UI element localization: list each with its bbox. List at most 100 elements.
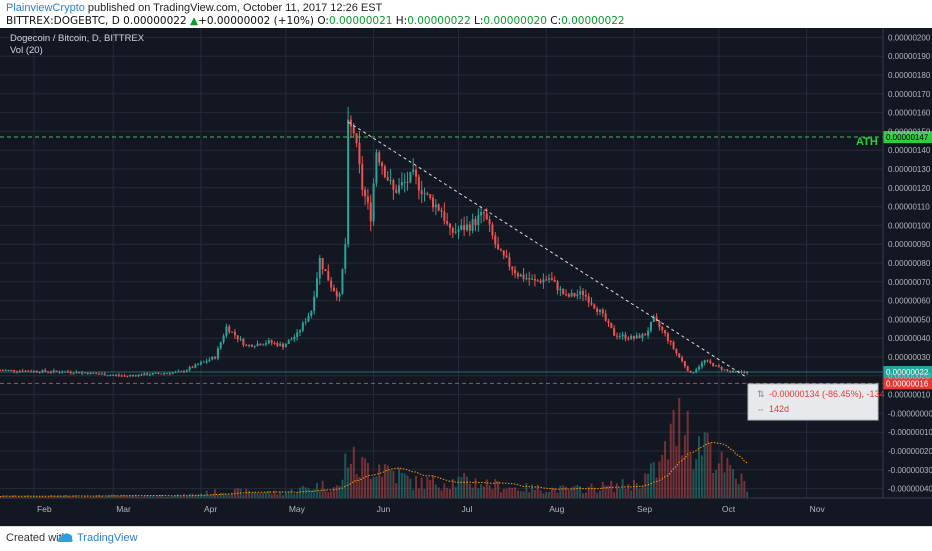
volume-bar bbox=[103, 496, 106, 498]
candle-body bbox=[324, 269, 327, 272]
volume-bar bbox=[81, 496, 84, 498]
candle-body bbox=[32, 370, 35, 372]
candle-body bbox=[567, 294, 570, 297]
volume-bar bbox=[576, 484, 579, 498]
volume-bar bbox=[655, 477, 658, 498]
volume-bar bbox=[454, 486, 457, 498]
candle-body bbox=[154, 372, 157, 374]
candle-body bbox=[250, 344, 253, 347]
candle-body bbox=[621, 334, 624, 337]
volume-bar bbox=[256, 493, 259, 498]
candle-body bbox=[202, 361, 205, 363]
candle-body bbox=[327, 271, 330, 281]
volume-bar bbox=[318, 490, 321, 498]
chart-area[interactable]: ATH 0.00000147 0.00000016 0.00000022 0.0000… bbox=[0, 28, 932, 526]
candle-body bbox=[511, 266, 514, 270]
candle-body bbox=[440, 210, 443, 212]
candle-body bbox=[163, 373, 166, 375]
volume-bar bbox=[47, 496, 50, 498]
volume-bar bbox=[225, 494, 228, 498]
volume-bar bbox=[398, 467, 401, 498]
volume-bar bbox=[86, 496, 89, 498]
volume-bar bbox=[115, 495, 118, 498]
candle-body bbox=[219, 342, 222, 349]
tradingview-brand[interactable]: TradingView bbox=[77, 532, 138, 544]
volume-bar bbox=[315, 482, 318, 498]
ath-price-tag bbox=[883, 131, 932, 144]
candle-body bbox=[465, 224, 468, 231]
volume-bar bbox=[661, 454, 664, 498]
candle-body bbox=[729, 370, 732, 373]
candle-body bbox=[355, 133, 358, 144]
candle-body bbox=[596, 308, 599, 312]
candles bbox=[0, 106, 749, 378]
candle-body bbox=[349, 119, 352, 127]
tradingview-logo-icon[interactable] bbox=[56, 531, 74, 545]
candle-body bbox=[123, 375, 126, 377]
time-axis[interactable]: Feb Mar Apr May Jun Jul Aug Sep Oct Nov bbox=[37, 504, 825, 514]
volume-bar bbox=[553, 487, 556, 498]
candle-body bbox=[644, 333, 647, 336]
volume-bar bbox=[533, 489, 536, 498]
candle-body bbox=[332, 287, 335, 292]
author-link[interactable]: PlainviewCrypto bbox=[6, 2, 85, 14]
measure-line2: 142d bbox=[769, 404, 789, 414]
candle-body bbox=[403, 181, 406, 183]
candle-body bbox=[0, 370, 1, 372]
volume-bar bbox=[335, 485, 338, 498]
volume-bar bbox=[69, 496, 72, 498]
open-value: 0.00000021 bbox=[328, 15, 393, 27]
volume-bar bbox=[579, 486, 582, 498]
volume-bar bbox=[279, 491, 282, 498]
volume-bar bbox=[273, 490, 276, 498]
candle-body bbox=[613, 328, 616, 336]
close-value: 0.00000022 bbox=[561, 15, 625, 27]
candle-body bbox=[593, 304, 596, 309]
volume-bar bbox=[358, 477, 361, 498]
volume-bar bbox=[92, 496, 95, 498]
volume-bar bbox=[448, 489, 451, 498]
candle-body bbox=[256, 343, 259, 347]
volume-bar bbox=[698, 436, 701, 498]
volume-bar bbox=[146, 495, 149, 498]
legend-volume: Vol (20) bbox=[10, 45, 43, 56]
candle-body bbox=[666, 333, 669, 341]
price-axis[interactable]: 0.00000200 0.00000190 0.00000180 0.00000170… bbox=[888, 33, 932, 493]
candle-body bbox=[4, 370, 7, 372]
candle-body bbox=[197, 364, 200, 366]
candle-body bbox=[199, 362, 202, 365]
price-chart[interactable]: ATH 0.00000147 0.00000016 0.00000022 0.0000… bbox=[0, 28, 932, 526]
volume-bar bbox=[437, 487, 440, 498]
volume-bar bbox=[304, 487, 307, 498]
candle-body bbox=[415, 169, 418, 177]
volume-bar bbox=[4, 495, 7, 498]
volume-bar bbox=[202, 495, 205, 498]
candle-body bbox=[338, 293, 341, 297]
volume-bar bbox=[64, 494, 67, 498]
volume-bar bbox=[423, 489, 426, 498]
candle-body bbox=[550, 278, 553, 281]
x-tick-label: Sep bbox=[637, 504, 652, 514]
candle-body bbox=[556, 281, 559, 291]
volume-bar bbox=[24, 495, 27, 498]
support-price-tag bbox=[883, 377, 932, 390]
volume-bar bbox=[582, 493, 585, 498]
volume-bar bbox=[140, 496, 143, 498]
volume-bar bbox=[562, 485, 565, 498]
candle-body bbox=[92, 372, 95, 374]
candle-body bbox=[205, 361, 208, 363]
candle-body bbox=[284, 343, 287, 348]
volume-bar bbox=[590, 483, 593, 498]
volume-bar bbox=[154, 496, 157, 498]
volume-bar bbox=[284, 492, 287, 498]
volume-bar bbox=[675, 445, 678, 498]
candle-body bbox=[315, 278, 318, 297]
candle-body bbox=[225, 326, 228, 336]
candle-body bbox=[364, 189, 367, 197]
volume-bar bbox=[1, 495, 4, 498]
volume-bar bbox=[344, 453, 347, 498]
candle-body bbox=[576, 294, 579, 297]
volume-bar bbox=[270, 493, 273, 498]
candle-body bbox=[375, 152, 378, 184]
volume-bar bbox=[737, 483, 740, 498]
